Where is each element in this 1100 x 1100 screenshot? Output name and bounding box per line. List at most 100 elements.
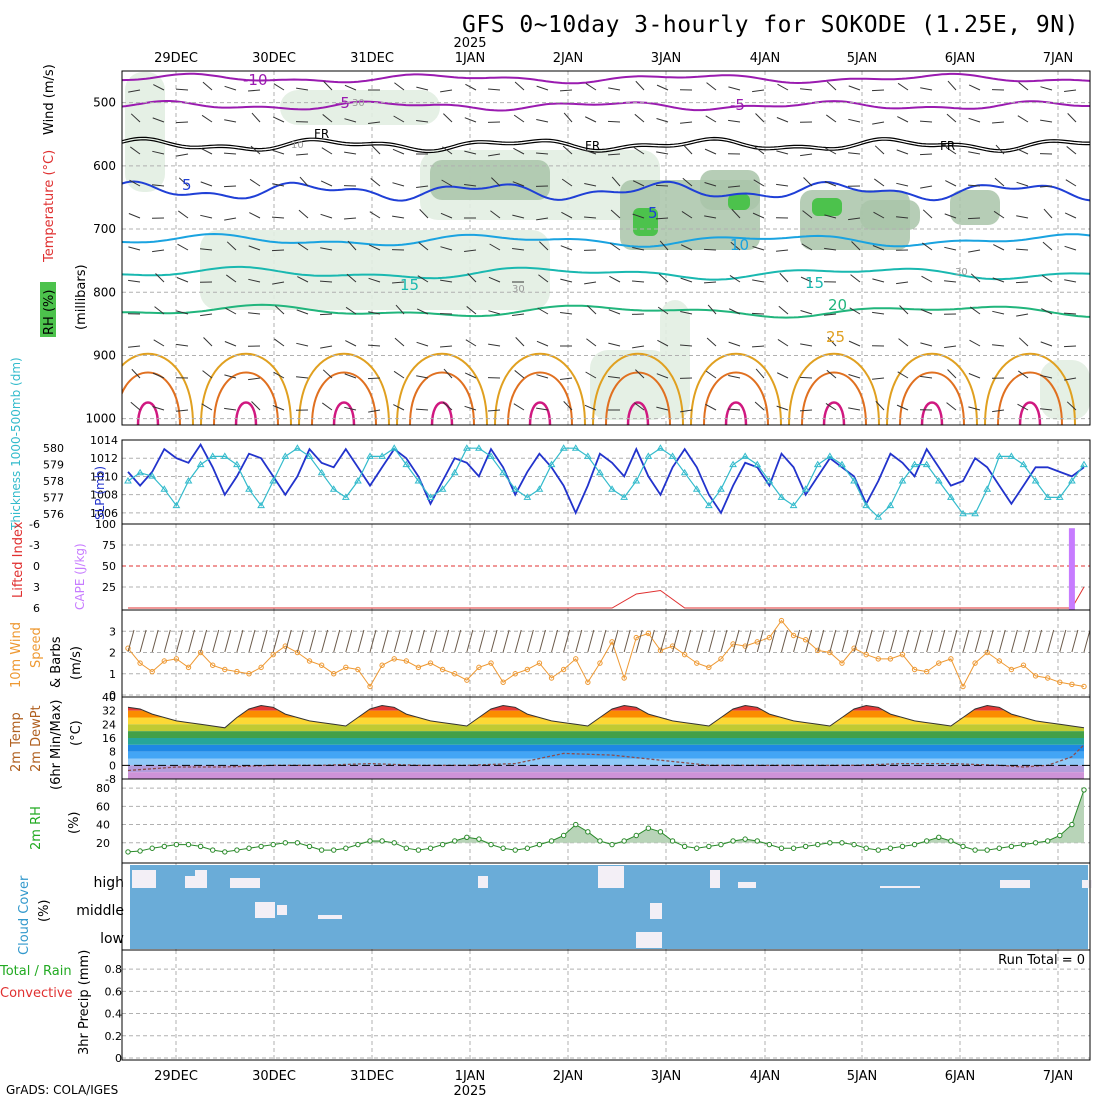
rh2m-point bbox=[464, 834, 470, 841]
thickness-point bbox=[947, 493, 955, 500]
wind-barb bbox=[755, 368, 765, 379]
rh2m-point bbox=[137, 848, 143, 854]
wind-barb bbox=[539, 241, 549, 251]
thickness-point bbox=[1007, 452, 1016, 459]
wind-barb bbox=[920, 375, 933, 379]
wind-barb bbox=[344, 373, 357, 379]
wind-barb bbox=[632, 280, 645, 283]
wind-barb bbox=[994, 177, 1005, 187]
wind10-point bbox=[548, 675, 555, 681]
wind10-point bbox=[318, 662, 325, 668]
wind-barb bbox=[706, 337, 717, 347]
wind10-point bbox=[911, 666, 918, 673]
wind-barb bbox=[464, 372, 477, 379]
wind-barb bbox=[825, 114, 837, 123]
wind-barb bbox=[777, 339, 789, 347]
top-date-label: 5JAN bbox=[847, 51, 878, 66]
wind-barb bbox=[224, 119, 237, 123]
wind-barb bbox=[491, 177, 501, 187]
wind10-point bbox=[210, 662, 216, 668]
wind-barb bbox=[490, 210, 501, 219]
rh2m-point bbox=[1032, 840, 1039, 846]
thickness-point bbox=[354, 477, 362, 484]
wind-barb bbox=[778, 305, 789, 315]
cloud-gap bbox=[195, 870, 207, 888]
pressure-tick-label: 1000 bbox=[85, 412, 116, 426]
rh2m-point bbox=[609, 841, 615, 848]
rh2m-point bbox=[948, 838, 954, 844]
wind-barb bbox=[635, 369, 645, 379]
wind-barb bbox=[993, 210, 1005, 219]
wind-barb bbox=[967, 217, 981, 220]
wind10-point bbox=[185, 664, 192, 671]
rh2m-point bbox=[488, 841, 494, 848]
wind-barb bbox=[393, 370, 405, 379]
wind-barb bbox=[248, 89, 261, 92]
wind-barb bbox=[272, 149, 285, 155]
wind-barb bbox=[128, 279, 141, 283]
wind-barb bbox=[1040, 185, 1053, 188]
thickness-point bbox=[475, 444, 483, 451]
wind-barb bbox=[1017, 403, 1029, 411]
wind-barb bbox=[802, 210, 813, 219]
wind-barb bbox=[513, 403, 525, 411]
wind10-point bbox=[306, 658, 313, 664]
rh2m-point bbox=[802, 843, 809, 850]
wind-barb bbox=[296, 153, 309, 156]
wind-barb bbox=[443, 368, 453, 379]
wind-barb bbox=[512, 214, 525, 219]
wind-barb bbox=[1064, 279, 1077, 283]
wind-barb bbox=[848, 407, 861, 411]
wind10-barb bbox=[575, 629, 583, 653]
panel-rh2m-frame bbox=[121, 778, 1091, 864]
wind-barb bbox=[1017, 370, 1029, 379]
wind10-point bbox=[887, 656, 894, 662]
wind-barb bbox=[367, 377, 381, 380]
temp-contour-30 bbox=[409, 371, 475, 425]
wind10-barb bbox=[950, 629, 958, 653]
temp-contour-5 bbox=[122, 180, 1090, 202]
wind10-point bbox=[694, 660, 700, 666]
wind-barb bbox=[776, 117, 789, 123]
contour-label-15-b: 15 bbox=[805, 274, 824, 292]
wind-barb bbox=[896, 216, 909, 219]
wind10-barb bbox=[369, 629, 377, 653]
wind-barb bbox=[466, 306, 477, 315]
temp-tick-label: -8 bbox=[105, 773, 116, 786]
wind-barb bbox=[824, 313, 837, 316]
li-tick-label: 6 bbox=[33, 602, 40, 615]
rh-light-patch bbox=[200, 230, 550, 310]
wind-barb bbox=[296, 376, 309, 379]
wind-barb bbox=[1042, 241, 1053, 251]
wind-barb bbox=[512, 313, 525, 316]
temp-bands bbox=[128, 705, 1084, 779]
top-date-label: 6JAN bbox=[945, 51, 976, 66]
top-date-label: 7JAN bbox=[1043, 51, 1074, 66]
wind-barb bbox=[752, 246, 765, 251]
wind-barb bbox=[344, 118, 357, 123]
wind-barb bbox=[610, 209, 621, 219]
wind10-barb bbox=[1083, 629, 1091, 653]
thickness-point bbox=[148, 472, 157, 479]
wind10-point bbox=[427, 660, 434, 666]
rh2m-point bbox=[391, 840, 397, 846]
wind-barb bbox=[945, 146, 957, 155]
wind-barb bbox=[825, 403, 837, 411]
wind-barb bbox=[826, 81, 837, 91]
thickness-point bbox=[329, 485, 338, 492]
wind-barb bbox=[1063, 345, 1077, 348]
wind-barb bbox=[224, 85, 237, 91]
temp-contour-25 bbox=[122, 352, 194, 425]
bottom-date-label: 2JAN bbox=[553, 1069, 584, 1084]
wind10-point bbox=[754, 639, 760, 645]
wind10-barb bbox=[793, 629, 801, 653]
wind-barb bbox=[175, 88, 189, 91]
wind10-point bbox=[718, 656, 724, 662]
wind-barb bbox=[175, 121, 189, 124]
wind-barb bbox=[611, 176, 621, 187]
wind-barb bbox=[632, 180, 645, 187]
wind10-barb bbox=[151, 629, 159, 653]
wind10-barb bbox=[962, 629, 970, 653]
cloud-gap bbox=[230, 878, 260, 888]
rh2m-point bbox=[972, 847, 978, 853]
